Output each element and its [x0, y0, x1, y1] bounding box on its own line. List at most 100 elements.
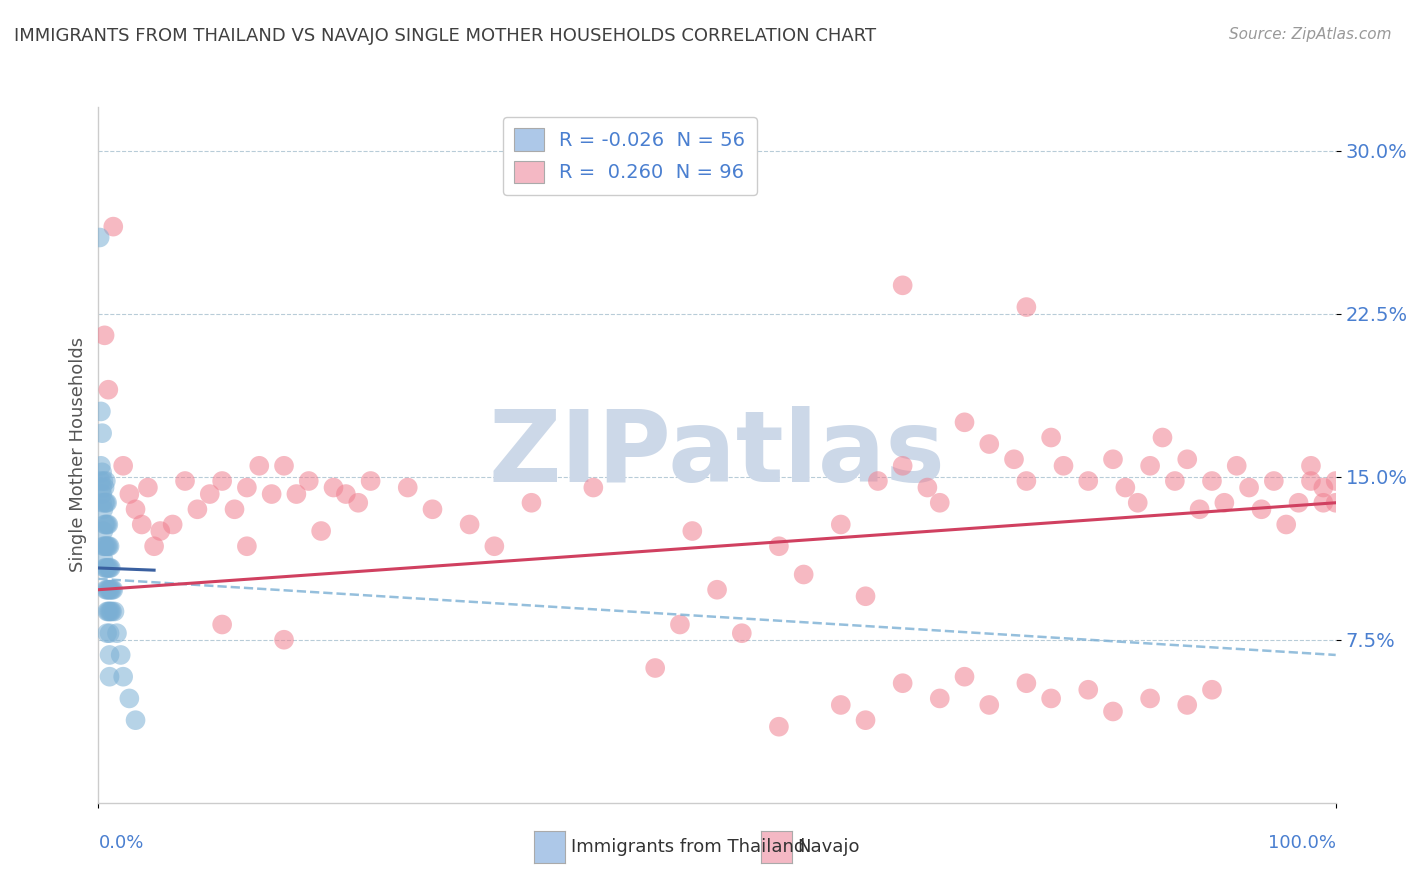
Point — [1015, 300, 1038, 314]
Point — [1188, 502, 1211, 516]
Point — [236, 481, 259, 495]
Point — [97, 539, 120, 553]
Point — [98, 670, 121, 684]
Point — [149, 524, 172, 538]
Point — [198, 487, 221, 501]
Point — [360, 474, 382, 488]
Point — [830, 517, 852, 532]
Point — [1015, 474, 1038, 488]
Point — [1015, 676, 1038, 690]
Point — [298, 474, 321, 488]
Point — [97, 517, 120, 532]
Point — [520, 496, 543, 510]
Point — [93, 481, 115, 495]
Text: IMMIGRANTS FROM THAILAND VS NAVAJO SINGLE MOTHER HOUSEHOLDS CORRELATION CHART: IMMIGRANTS FROM THAILAND VS NAVAJO SINGL… — [14, 27, 876, 45]
Point — [211, 617, 233, 632]
Point — [98, 582, 121, 597]
Point — [1077, 474, 1099, 488]
Point — [953, 415, 976, 429]
Point — [94, 561, 117, 575]
Point — [1126, 496, 1149, 510]
Point — [236, 539, 259, 553]
Point — [97, 605, 120, 619]
Point — [93, 561, 115, 575]
Point — [273, 458, 295, 473]
Text: Immigrants from Thailand: Immigrants from Thailand — [571, 838, 806, 856]
Point — [335, 487, 357, 501]
Point — [93, 539, 115, 553]
Point — [309, 524, 332, 538]
Point — [285, 487, 308, 501]
Point — [98, 561, 121, 575]
Point — [93, 328, 115, 343]
Point — [97, 383, 120, 397]
Point — [347, 496, 370, 510]
Point — [90, 474, 112, 488]
Point — [100, 561, 122, 575]
Point — [98, 648, 121, 662]
Point — [273, 632, 295, 647]
Point — [1114, 481, 1136, 495]
Point — [1175, 698, 1198, 712]
Point — [118, 691, 141, 706]
Point — [1175, 452, 1198, 467]
Point — [97, 561, 120, 575]
Point — [94, 539, 117, 553]
Point — [103, 582, 125, 597]
Point — [1312, 481, 1334, 495]
Point — [953, 670, 976, 684]
Point — [93, 502, 115, 516]
Point — [891, 278, 914, 293]
Text: 100.0%: 100.0% — [1268, 834, 1336, 852]
Point — [582, 481, 605, 495]
Point — [96, 561, 118, 575]
Y-axis label: Single Mother Households: Single Mother Households — [69, 337, 87, 573]
Point — [731, 626, 754, 640]
Point — [174, 474, 197, 488]
Point — [143, 539, 166, 553]
Point — [891, 458, 914, 473]
Point — [866, 474, 889, 488]
Point — [1040, 691, 1063, 706]
Point — [89, 230, 111, 244]
Point — [1040, 431, 1063, 445]
Point — [855, 589, 877, 603]
Point — [669, 617, 692, 632]
Point — [247, 458, 270, 473]
Point — [100, 605, 122, 619]
Point — [855, 713, 877, 727]
Point — [1002, 452, 1025, 467]
Point — [793, 567, 815, 582]
Point — [1324, 474, 1347, 488]
Point — [98, 605, 121, 619]
Point — [136, 481, 159, 495]
Text: Navajo: Navajo — [797, 838, 859, 856]
Point — [93, 474, 115, 488]
Point — [1250, 502, 1272, 516]
Point — [1275, 517, 1298, 532]
Point — [91, 481, 114, 495]
Point — [112, 458, 135, 473]
Point — [112, 670, 135, 684]
Point — [94, 517, 117, 532]
Point — [1263, 474, 1285, 488]
Point — [93, 539, 115, 553]
Point — [1152, 431, 1174, 445]
Point — [1139, 691, 1161, 706]
Point — [93, 496, 115, 510]
Point — [1299, 458, 1322, 473]
Point — [131, 517, 153, 532]
Point — [260, 487, 283, 501]
Point — [93, 517, 115, 532]
Point — [1139, 458, 1161, 473]
Point — [1312, 496, 1334, 510]
Point — [706, 582, 728, 597]
Point — [1164, 474, 1187, 488]
Point — [96, 626, 118, 640]
Point — [90, 458, 112, 473]
Point — [91, 466, 114, 480]
Text: ZIPatlas: ZIPatlas — [489, 407, 945, 503]
Point — [768, 720, 790, 734]
Point — [681, 524, 703, 538]
Point — [1052, 458, 1074, 473]
